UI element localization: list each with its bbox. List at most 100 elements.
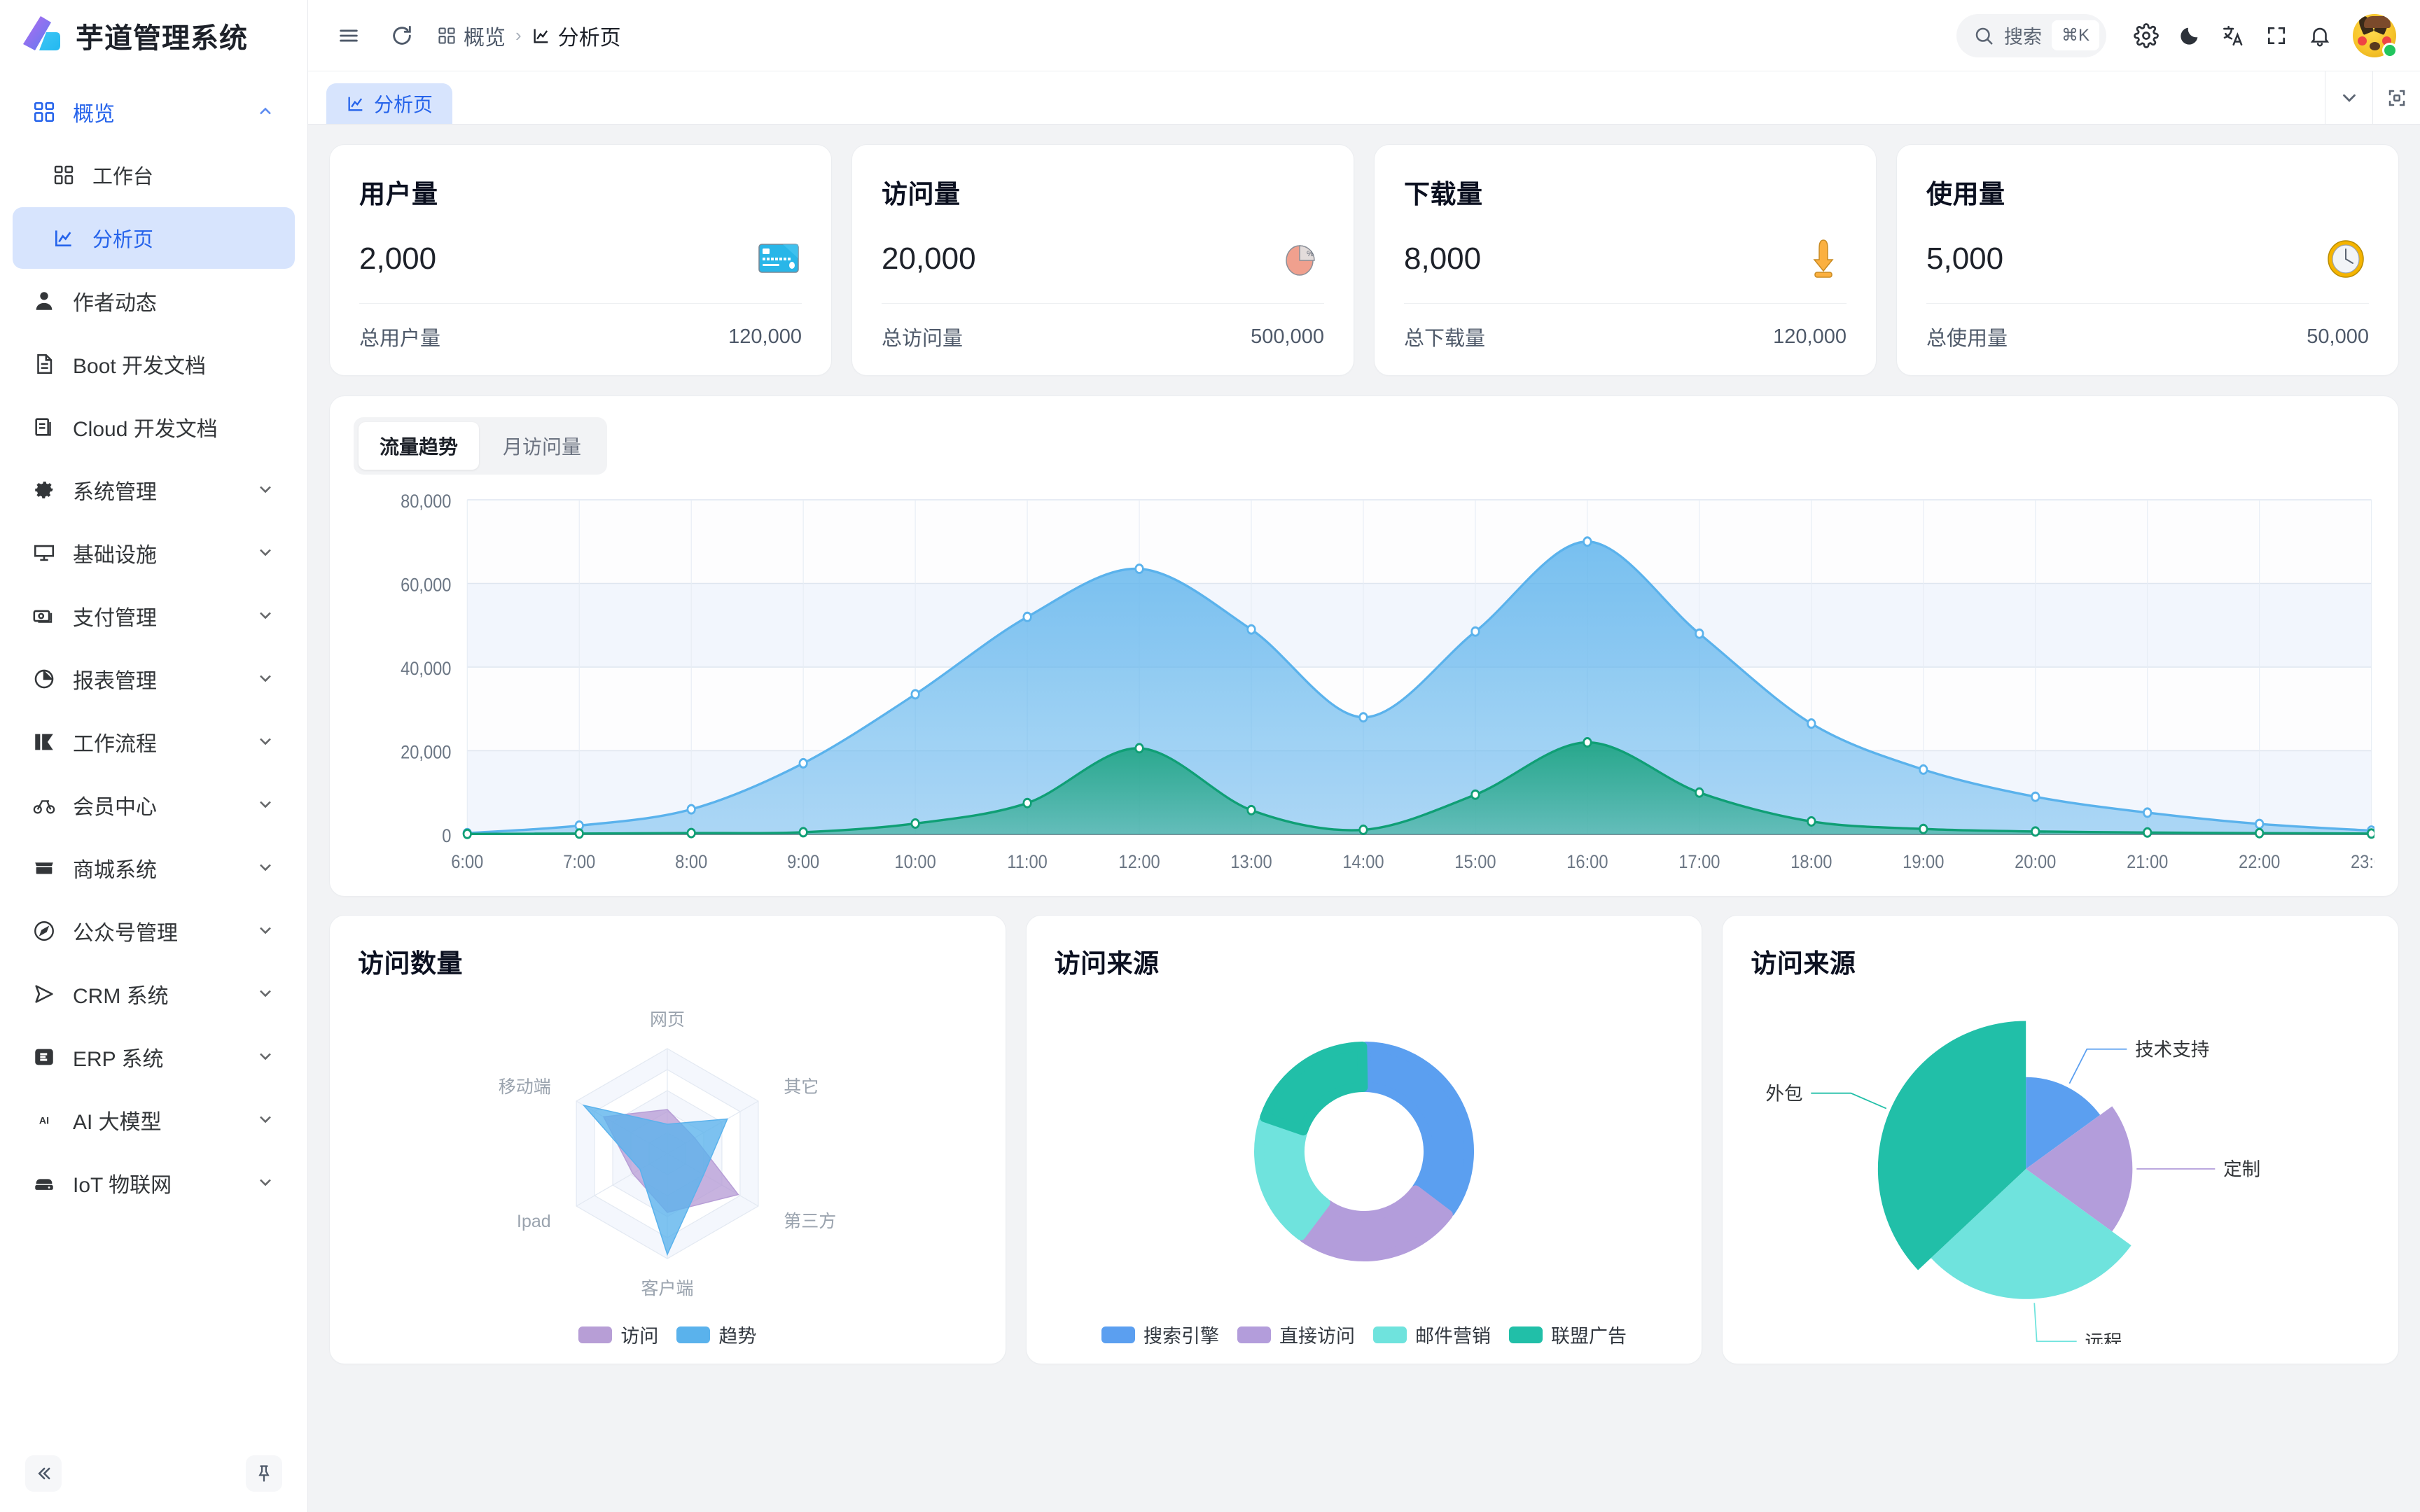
shop-icon [31, 855, 57, 881]
dark-mode-button[interactable] [2168, 14, 2211, 57]
tab-strip-actions [2325, 71, 2420, 125]
svg-text:外包: 外包 [1766, 1084, 1803, 1105]
sidebar-item-author-news[interactable]: 作者动态 [13, 270, 295, 332]
svg-text:18:00: 18:00 [1790, 852, 1832, 873]
dashboard-grid-icon [50, 162, 77, 188]
legend-item[interactable]: 直接访问 [1237, 1321, 1355, 1348]
tab-strip: 分析页 [308, 71, 2420, 125]
sidebar-pin-button[interactable] [246, 1455, 282, 1492]
user-icon [31, 288, 57, 314]
translate-icon [2221, 24, 2245, 48]
sidebar-menu: 概览 工作台 分析页 [0, 71, 307, 1435]
moon-icon [2178, 24, 2202, 48]
chevron-down-icon [256, 858, 277, 878]
sidebar-item-infrastructure[interactable]: 基础设施 [13, 522, 295, 584]
stat-divider [1404, 303, 1847, 304]
trend-tab-monthly[interactable]: 月访问量 [503, 436, 582, 458]
chevron-down-icon [256, 542, 277, 564]
breadcrumb: 概览 › 分析页 [437, 20, 621, 51]
stat-title: 使用量 [1926, 180, 2005, 209]
legend-label: 直接访问 [1279, 1326, 1355, 1347]
sidebar-item-overview[interactable]: 概览 [13, 81, 295, 143]
sidebar-item-ai-model[interactable]: AI AI 大模型 [13, 1089, 295, 1151]
avatar[interactable] [2353, 13, 2398, 58]
sidebar-item-label: 公众号管理 [73, 922, 178, 945]
sidebar-item-label: Boot 开发文档 [73, 355, 207, 378]
stat-footer: 总访问量 500,000 [882, 322, 1324, 351]
sidebar-collapse-button[interactable] [25, 1455, 62, 1492]
download-emoji [1800, 236, 1847, 282]
gear-icon [2134, 22, 2159, 48]
content-fullscreen-button[interactable] [2372, 71, 2420, 125]
trend-tab-traffic[interactable]: 流量趋势 [359, 422, 480, 470]
sidebar-item-boot-docs[interactable]: Boot 开发文档 [13, 333, 295, 395]
search-button[interactable]: 搜索 ⌘K [1956, 13, 2106, 57]
stat-total-value: 50,000 [2307, 325, 2369, 348]
app-logo-row[interactable]: 芋道管理系统 [0, 0, 307, 71]
tab-label: 分析页 [374, 94, 433, 115]
sidebar-item-label: 报表管理 [73, 670, 157, 693]
legend-label: 联盟广告 [1551, 1326, 1627, 1347]
chevron-down-icon [256, 668, 277, 690]
breadcrumb-label: 概览 [464, 26, 506, 50]
sidebar-item-report-management[interactable]: 报表管理 [13, 648, 295, 710]
sidebar-item-analysis[interactable]: 分析页 [13, 207, 295, 269]
svg-text:客户端: 客户端 [641, 1279, 694, 1298]
svg-text:22:00: 22:00 [2239, 852, 2280, 873]
tab-analysis[interactable]: 分析页 [326, 83, 453, 124]
send-icon [31, 981, 57, 1007]
legend-item[interactable]: 访问 [578, 1321, 658, 1348]
svg-text:20,000: 20,000 [401, 742, 451, 763]
expand-box-icon [2386, 88, 2407, 108]
sidebar-item-label: Cloud 开发文档 [73, 418, 218, 441]
sidebar-item-member-center[interactable]: 会员中心 [13, 774, 295, 836]
stat-main-row: 20,000 % [882, 236, 1324, 282]
sidebar-item-mall-system[interactable]: 商城系统 [13, 837, 295, 899]
chart-title: 访问来源 [1054, 949, 1160, 978]
tab-dropdown-button[interactable] [2325, 71, 2372, 125]
legend-swatch [578, 1326, 613, 1343]
workflow-icon [31, 729, 57, 755]
breadcrumb-item-analysis[interactable]: 分析页 [531, 20, 621, 51]
svg-text:0: 0 [442, 826, 451, 847]
sidebar-item-workflow[interactable]: 工作流程 [13, 711, 295, 773]
sidebar-item-cloud-docs[interactable]: Cloud 开发文档 [13, 396, 295, 458]
stat-title: 下载量 [1404, 180, 1483, 209]
fullscreen-button[interactable] [2255, 14, 2298, 57]
sidebar-item-crm-system[interactable]: CRM 系统 [13, 963, 295, 1025]
sidebar-item-label: IoT 物联网 [73, 1174, 172, 1197]
breadcrumb-label: 分析页 [557, 26, 621, 50]
breadcrumb-item-overview[interactable]: 概览 [437, 20, 506, 51]
search-shortcut: ⌘K [2051, 20, 2099, 50]
stat-value: 2,000 [359, 241, 437, 276]
sidebar-item-system-management[interactable]: 系统管理 [13, 459, 295, 521]
stat-value: 8,000 [1404, 241, 1482, 276]
legend-label: 搜索引擎 [1143, 1326, 1219, 1347]
sidebar-item-label: CRM 系统 [73, 985, 169, 1008]
svg-text:Ipad: Ipad [517, 1212, 551, 1231]
hamburger-menu-icon[interactable] [329, 16, 368, 55]
language-button[interactable] [2211, 14, 2255, 57]
sidebar-item-iot[interactable]: IoT 物联网 [13, 1152, 295, 1214]
legend-item[interactable]: 搜索引擎 [1101, 1321, 1219, 1348]
sidebar-item-label: 作者动态 [73, 292, 157, 315]
sidebar-item-payment-management[interactable]: 支付管理 [13, 585, 295, 647]
analytics-chart-icon [50, 225, 77, 251]
page-content: 用户量 2,000 [308, 125, 2420, 1512]
svg-text:移动端: 移动端 [499, 1077, 551, 1097]
legend-item[interactable]: 趋势 [676, 1321, 756, 1348]
notifications-button[interactable] [2298, 14, 2342, 57]
settings-button[interactable] [2125, 14, 2168, 57]
svg-text:60,000: 60,000 [401, 575, 451, 596]
legend-item[interactable]: 联盟广告 [1509, 1321, 1627, 1348]
legend-item[interactable]: 邮件营销 [1373, 1321, 1491, 1348]
legend-label: 趋势 [718, 1326, 757, 1347]
stat-total-label: 总使用量 [1926, 328, 2008, 350]
legend-swatch [676, 1326, 711, 1343]
sidebar-item-official-account[interactable]: 公众号管理 [13, 900, 295, 962]
donut-legend: 搜索引擎 直接访问 邮件营销 联盟广告 [1027, 1321, 1702, 1348]
refresh-icon[interactable] [382, 16, 422, 55]
sidebar-item-workbench[interactable]: 工作台 [13, 144, 295, 206]
sidebar-item-erp-system[interactable]: ERP 系统 [13, 1026, 295, 1088]
svg-text:其它: 其它 [784, 1077, 819, 1097]
